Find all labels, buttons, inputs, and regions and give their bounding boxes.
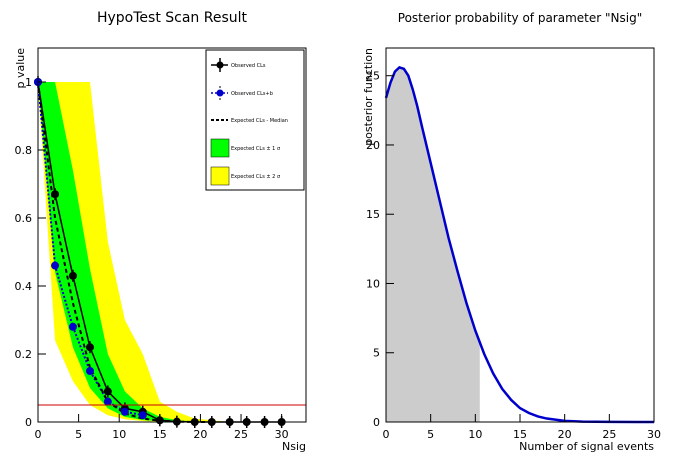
legend-entry-1sigma: Expected CLs ± 1 σ <box>210 138 281 158</box>
legend-entry-observed-cls: Observed CLs <box>211 58 266 72</box>
data-point <box>120 407 129 416</box>
chart-title: HypoTest Scan Result <box>97 10 248 26</box>
y-axis-label: posterior function <box>362 48 375 146</box>
x-axis-ticks: 0 5 10 15 20 25 30 <box>35 414 289 441</box>
posterior-panel: Posterior probability of parameter "Nsig… <box>362 11 661 453</box>
y-tick-label: 0.6 <box>15 212 33 225</box>
data-point <box>51 190 60 199</box>
x-tick-label: 20 <box>558 428 572 441</box>
x-axis-label: Number of signal events <box>519 440 654 453</box>
legend-label: Expected CLs - Median <box>231 118 288 124</box>
x-tick-label: 5 <box>427 428 434 441</box>
y-tick-label: 5 <box>373 347 380 360</box>
x-tick-label: 10 <box>112 428 126 441</box>
y-tick-label: 0 <box>373 416 380 429</box>
x-tick-label: 15 <box>513 428 527 441</box>
y-tick-label: 0.8 <box>15 144 33 157</box>
data-point <box>68 271 77 280</box>
y-tick-label: 10 <box>366 277 380 290</box>
y-axis-ticks: 0 5 10 15 20 25 <box>366 70 394 429</box>
x-axis-label: Nsig <box>282 440 306 453</box>
x-tick-label: 0 <box>35 428 42 441</box>
x-tick-label: 5 <box>75 428 82 441</box>
band-1sigma <box>38 82 282 422</box>
x-axis-ticks: 0 5 10 15 20 25 30 <box>383 414 661 441</box>
x-tick-label: 30 <box>275 428 289 441</box>
expected-bands <box>38 82 282 422</box>
legend-label: Observed CLs <box>231 63 266 69</box>
y-tick-label: 0.2 <box>15 348 33 361</box>
legend: Observed CLs Observed CLs+b Expected CLs… <box>205 49 305 191</box>
x-tick-label: 25 <box>602 428 616 441</box>
x-tick-label: 20 <box>193 428 207 441</box>
hypotest-panel: HypoTest Scan Result 0 5 10 15 20 25 30 0 0.2 0.… <box>14 10 307 453</box>
y-axis-ticks: 0 0.2 0.4 0.6 0.8 1 <box>15 76 46 429</box>
y-tick-label: 20 <box>366 139 380 152</box>
y-tick-label: 0 <box>25 416 32 429</box>
data-point <box>103 387 112 396</box>
legend-entry-2sigma: Expected CLs ± 2 σ <box>210 166 281 186</box>
data-point <box>138 411 147 420</box>
legend-entry-observed-clsb: Observed CLs+b <box>211 86 273 100</box>
legend-label: Expected CLs ± 1 σ <box>231 146 281 152</box>
data-point <box>68 322 77 331</box>
data-point <box>51 261 60 270</box>
data-point <box>85 367 94 375</box>
data-point <box>85 343 94 352</box>
legend-label: Expected CLs ± 2 σ <box>231 174 281 180</box>
x-tick-label: 15 <box>153 428 167 441</box>
y-tick-label: 1 <box>25 76 32 89</box>
data-point <box>103 397 112 406</box>
chart-title: Posterior probability of parameter "Nsig… <box>398 11 642 25</box>
x-tick-label: 10 <box>468 428 482 441</box>
plot-frame <box>37 47 307 423</box>
y-axis-label: p value <box>14 48 27 89</box>
credible-interval-fill <box>386 67 480 423</box>
legend-entry-expected-median: Expected CLs - Median <box>211 118 288 124</box>
y-tick-label: 25 <box>366 70 380 83</box>
legend-label: Observed CLs+b <box>231 91 273 97</box>
y-tick-label: 15 <box>366 208 380 221</box>
y-tick-label: 0.4 <box>15 280 33 293</box>
x-tick-label: 25 <box>234 428 248 441</box>
x-tick-label: 0 <box>383 428 390 441</box>
posterior-curve <box>384 65 655 424</box>
x-tick-label: 30 <box>647 428 661 441</box>
